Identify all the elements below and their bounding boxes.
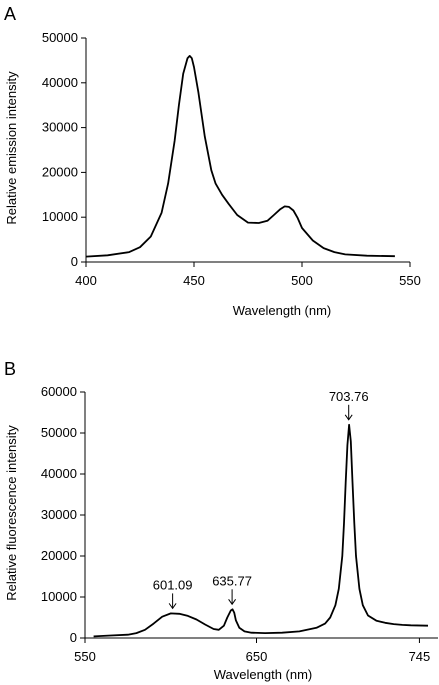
panel-b-ytick-label: 60000 — [41, 384, 77, 399]
panel-a-ytick-label: 50000 — [42, 30, 78, 45]
panel-b-xlabel: Wavelength (nm) — [214, 667, 313, 682]
panel-a-ylabel: Relative emission intensity — [4, 71, 19, 225]
panel-a-ytick-label: 20000 — [42, 164, 78, 179]
panel-b: B Wavelength (nm) Relative fluorescence … — [4, 359, 438, 682]
peak-arrow-head — [344, 414, 353, 421]
panel-a: A Wavelength (nm) Relative emission inte… — [4, 4, 421, 318]
panel-a-xtick-label: 400 — [75, 273, 97, 288]
panel-b-ytick-label: 40000 — [41, 466, 77, 481]
panel-a-ytick-label: 0 — [71, 254, 78, 269]
panel-b-series-line — [93, 423, 429, 638]
peak-arrow-head — [168, 603, 177, 610]
panel-a-xtick-label: 450 — [183, 273, 205, 288]
peak-label: 635.77 — [212, 573, 252, 588]
panel-a-xlabel: Wavelength (nm) — [233, 303, 332, 318]
peak-label: 703.76 — [329, 389, 369, 404]
panel-b-ytick-label: 0 — [70, 630, 77, 645]
panel-b-xtick-label: 745 — [409, 649, 431, 664]
peak-label: 601.09 — [153, 577, 193, 592]
panel-b-ytick-label: 30000 — [41, 507, 77, 522]
panel-a-xtick-label: 500 — [291, 273, 313, 288]
panel-b-ytick-label: 50000 — [41, 425, 77, 440]
panel-a-ytick-label: 30000 — [42, 120, 78, 135]
panel-b-ytick-label: 10000 — [41, 589, 77, 604]
panel-b-xtick-label: 550 — [74, 649, 96, 664]
peak-arrow-head — [228, 599, 237, 606]
panel-a-ytick-label: 10000 — [42, 209, 78, 224]
panel-b-xtick-label: 650 — [246, 649, 268, 664]
panel-a-series-line — [85, 55, 395, 258]
panel-b-label: B — [4, 359, 16, 379]
panel-a-label: A — [4, 4, 16, 24]
panel-a-ytick-label: 40000 — [42, 75, 78, 90]
panel-a-xtick-label: 550 — [399, 273, 421, 288]
panel-b-ylabel: Relative fluorescence intensity — [4, 425, 19, 601]
panel-b-ytick-label: 20000 — [41, 548, 77, 563]
